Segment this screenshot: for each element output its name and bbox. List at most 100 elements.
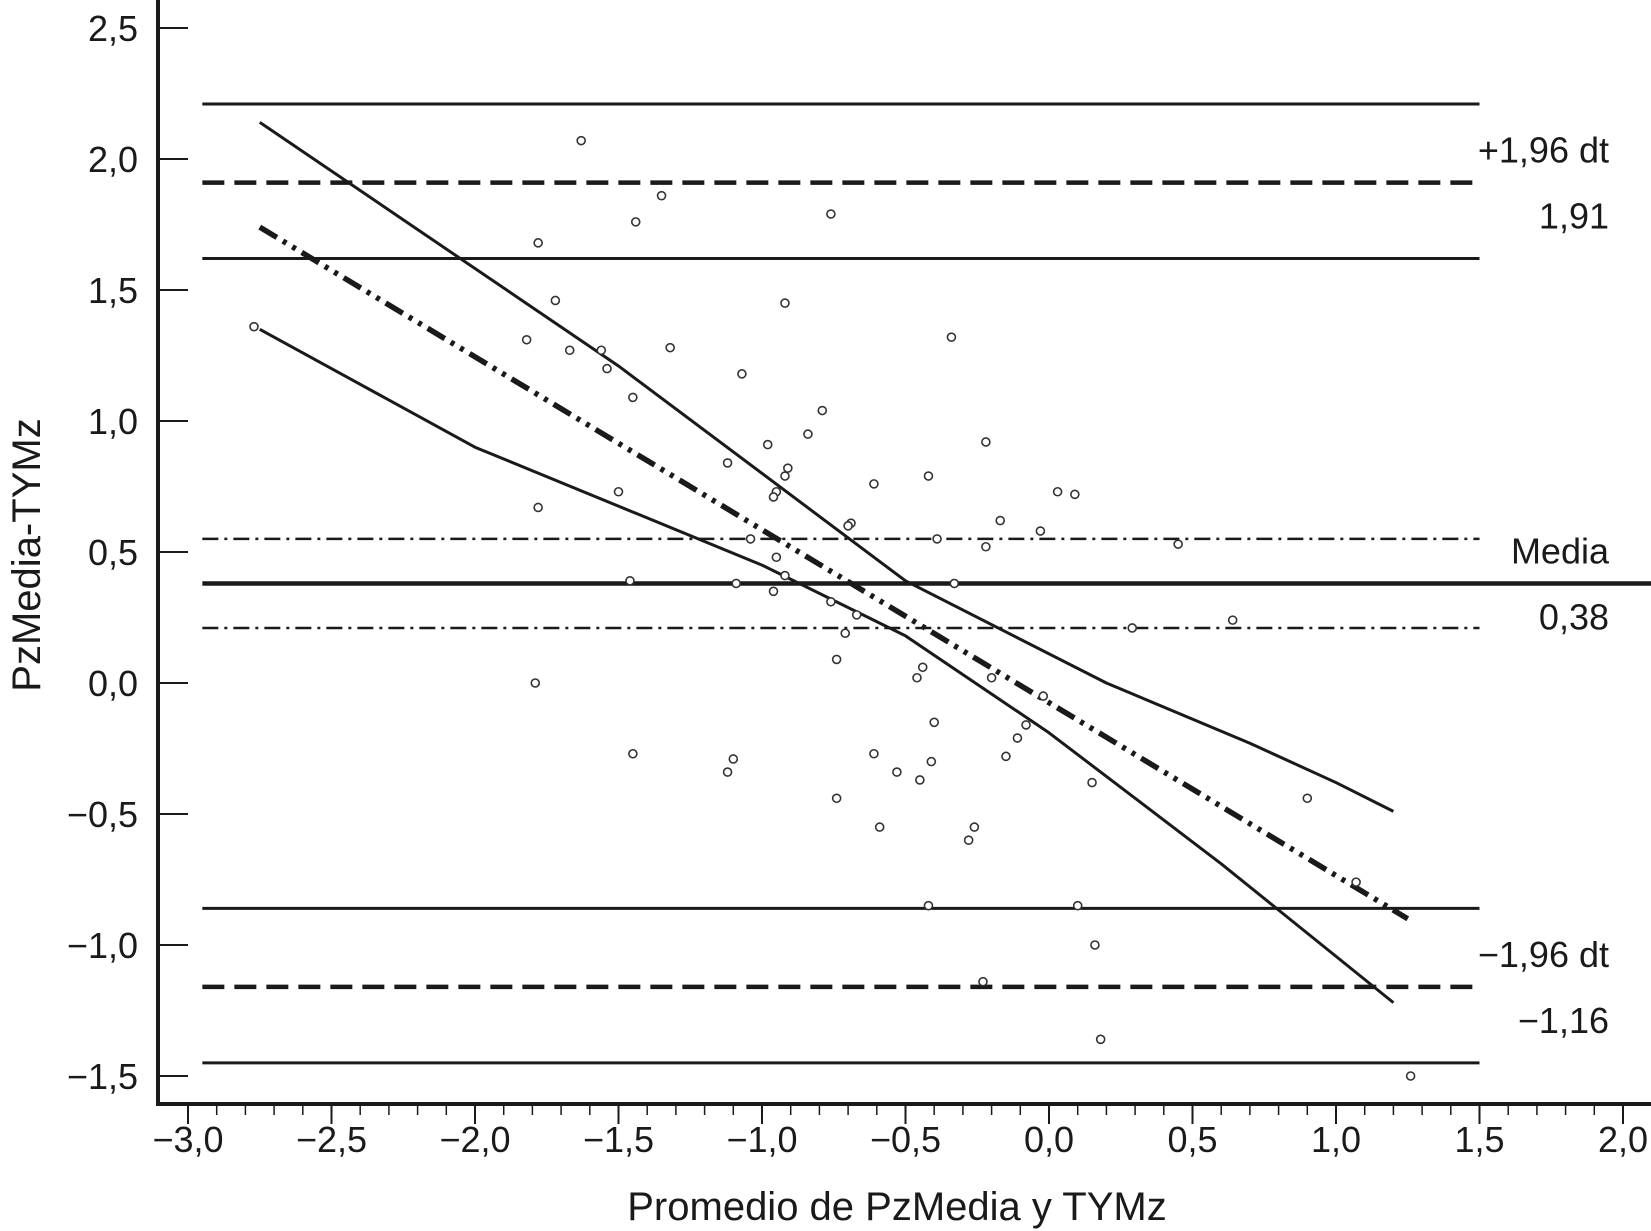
- upper-band-curve: [258, 121, 1395, 813]
- data-point: [564, 345, 575, 356]
- data-point: [1405, 1071, 1416, 1081]
- data-point: [731, 578, 741, 589]
- annotation-label: +1,96 dt: [1478, 130, 1609, 171]
- data-point: [576, 135, 586, 146]
- y-tick-label: 0,0: [88, 663, 138, 704]
- data-point: [1227, 615, 1238, 625]
- x-tick-label: 0,5: [1167, 1119, 1217, 1160]
- data-point: [745, 534, 756, 544]
- data-point: [1302, 793, 1313, 804]
- y-tick-label: 0,5: [88, 532, 138, 573]
- regression-line: [258, 224, 1410, 922]
- data-point: [986, 672, 997, 683]
- data-point: [926, 756, 937, 767]
- data-point: [817, 405, 828, 416]
- data-point: [969, 822, 980, 832]
- data-point: [963, 835, 974, 846]
- data-point: [1052, 486, 1063, 497]
- data-point: [978, 976, 988, 987]
- reference-lines: [202, 102, 1651, 1065]
- x-tick-label: 1,5: [1454, 1119, 1504, 1160]
- annotation-label: Media: [1511, 530, 1610, 571]
- data-point: [768, 586, 779, 597]
- x-tick-label: 2,0: [1598, 1119, 1648, 1160]
- data-point: [533, 502, 543, 513]
- data-point: [768, 492, 779, 502]
- data-point: [1095, 1034, 1106, 1045]
- data-point: [728, 754, 739, 764]
- data-point: [530, 678, 541, 688]
- data-point: [771, 552, 782, 563]
- data-point: [1021, 720, 1031, 730]
- data-point: [915, 775, 925, 785]
- data-point: [932, 534, 942, 544]
- data-point: [521, 334, 532, 345]
- data-point: [737, 369, 747, 379]
- data-point: [981, 437, 991, 447]
- data-point: [665, 342, 675, 353]
- data-point: [1087, 777, 1097, 788]
- data-point: [1173, 539, 1183, 549]
- data-point: [1035, 526, 1046, 536]
- annotation-label: 0,38: [1539, 596, 1609, 637]
- data-point: [826, 209, 836, 219]
- x-tick-label: −2,5: [296, 1119, 367, 1160]
- lower-band-curve: [259, 327, 1395, 1004]
- data-point: [1070, 489, 1080, 500]
- data-point: [1001, 751, 1011, 762]
- data-point: [602, 363, 612, 374]
- data-point: [628, 392, 638, 403]
- annotation-label: −1,16: [1518, 1000, 1609, 1041]
- data-point: [851, 610, 862, 620]
- data-point: [762, 439, 773, 450]
- data-point: [803, 429, 813, 439]
- y-tick-label: −1,5: [67, 1056, 138, 1097]
- y-tick-label: 2,5: [88, 8, 138, 49]
- annotation-label: −1,96 dt: [1478, 934, 1609, 975]
- axes: [156, 0, 1651, 1106]
- y-tick-label: −1,0: [67, 925, 138, 966]
- data-point: [780, 298, 790, 308]
- data-point: [533, 238, 543, 248]
- data-point: [1090, 940, 1100, 950]
- data-point: [625, 576, 635, 586]
- x-tick-label: −1,0: [726, 1119, 797, 1160]
- data-point: [946, 332, 957, 342]
- x-tick-label: −1,5: [583, 1119, 654, 1160]
- x-tick-label: 1,0: [1311, 1119, 1361, 1160]
- data-point: [869, 479, 879, 489]
- data-point: [923, 471, 934, 481]
- data-point: [780, 471, 790, 481]
- axis-ticks: −3,0 −2,5 −2,0 −1,5 −1,0 −0,5 0,0 0,5 1,0 1,5 2,0 2…: [67, 8, 1648, 1160]
- x-tick-label: 0,0: [1024, 1119, 1074, 1160]
- x-tick-label: −0,5: [870, 1119, 941, 1160]
- data-point: [596, 345, 607, 356]
- data-point: [1351, 877, 1361, 887]
- data-point: [917, 662, 928, 673]
- data-point: [630, 217, 641, 227]
- data-point: [628, 748, 638, 759]
- data-point: [783, 463, 793, 473]
- data-point: [780, 570, 790, 581]
- data-point: [843, 520, 853, 531]
- data-point: [1012, 733, 1023, 743]
- data-point: [722, 458, 733, 468]
- y-tick-label: 2,0: [88, 139, 138, 180]
- x-tick-label: −2,0: [439, 1119, 510, 1160]
- data-point: [613, 486, 624, 497]
- data-point: [949, 578, 960, 589]
- data-point: [550, 295, 561, 306]
- confidence-band-curves: [258, 121, 1395, 1004]
- data-point: [892, 767, 902, 777]
- y-tick-label: 1,0: [88, 401, 138, 442]
- annotations: +1,96 dt 1,91 Media 0,38 −1,96 dt −1,16: [1478, 130, 1610, 1041]
- data-point: [869, 748, 879, 759]
- data-point: [656, 190, 667, 201]
- data-point: [826, 596, 836, 607]
- data-point: [1127, 623, 1138, 633]
- y-axis-title: PzMedia-TYMz: [5, 418, 49, 691]
- y-tick-label: 1,5: [88, 270, 138, 311]
- data-points: [249, 135, 1416, 1081]
- data-point: [995, 515, 1006, 526]
- data-point: [929, 717, 940, 728]
